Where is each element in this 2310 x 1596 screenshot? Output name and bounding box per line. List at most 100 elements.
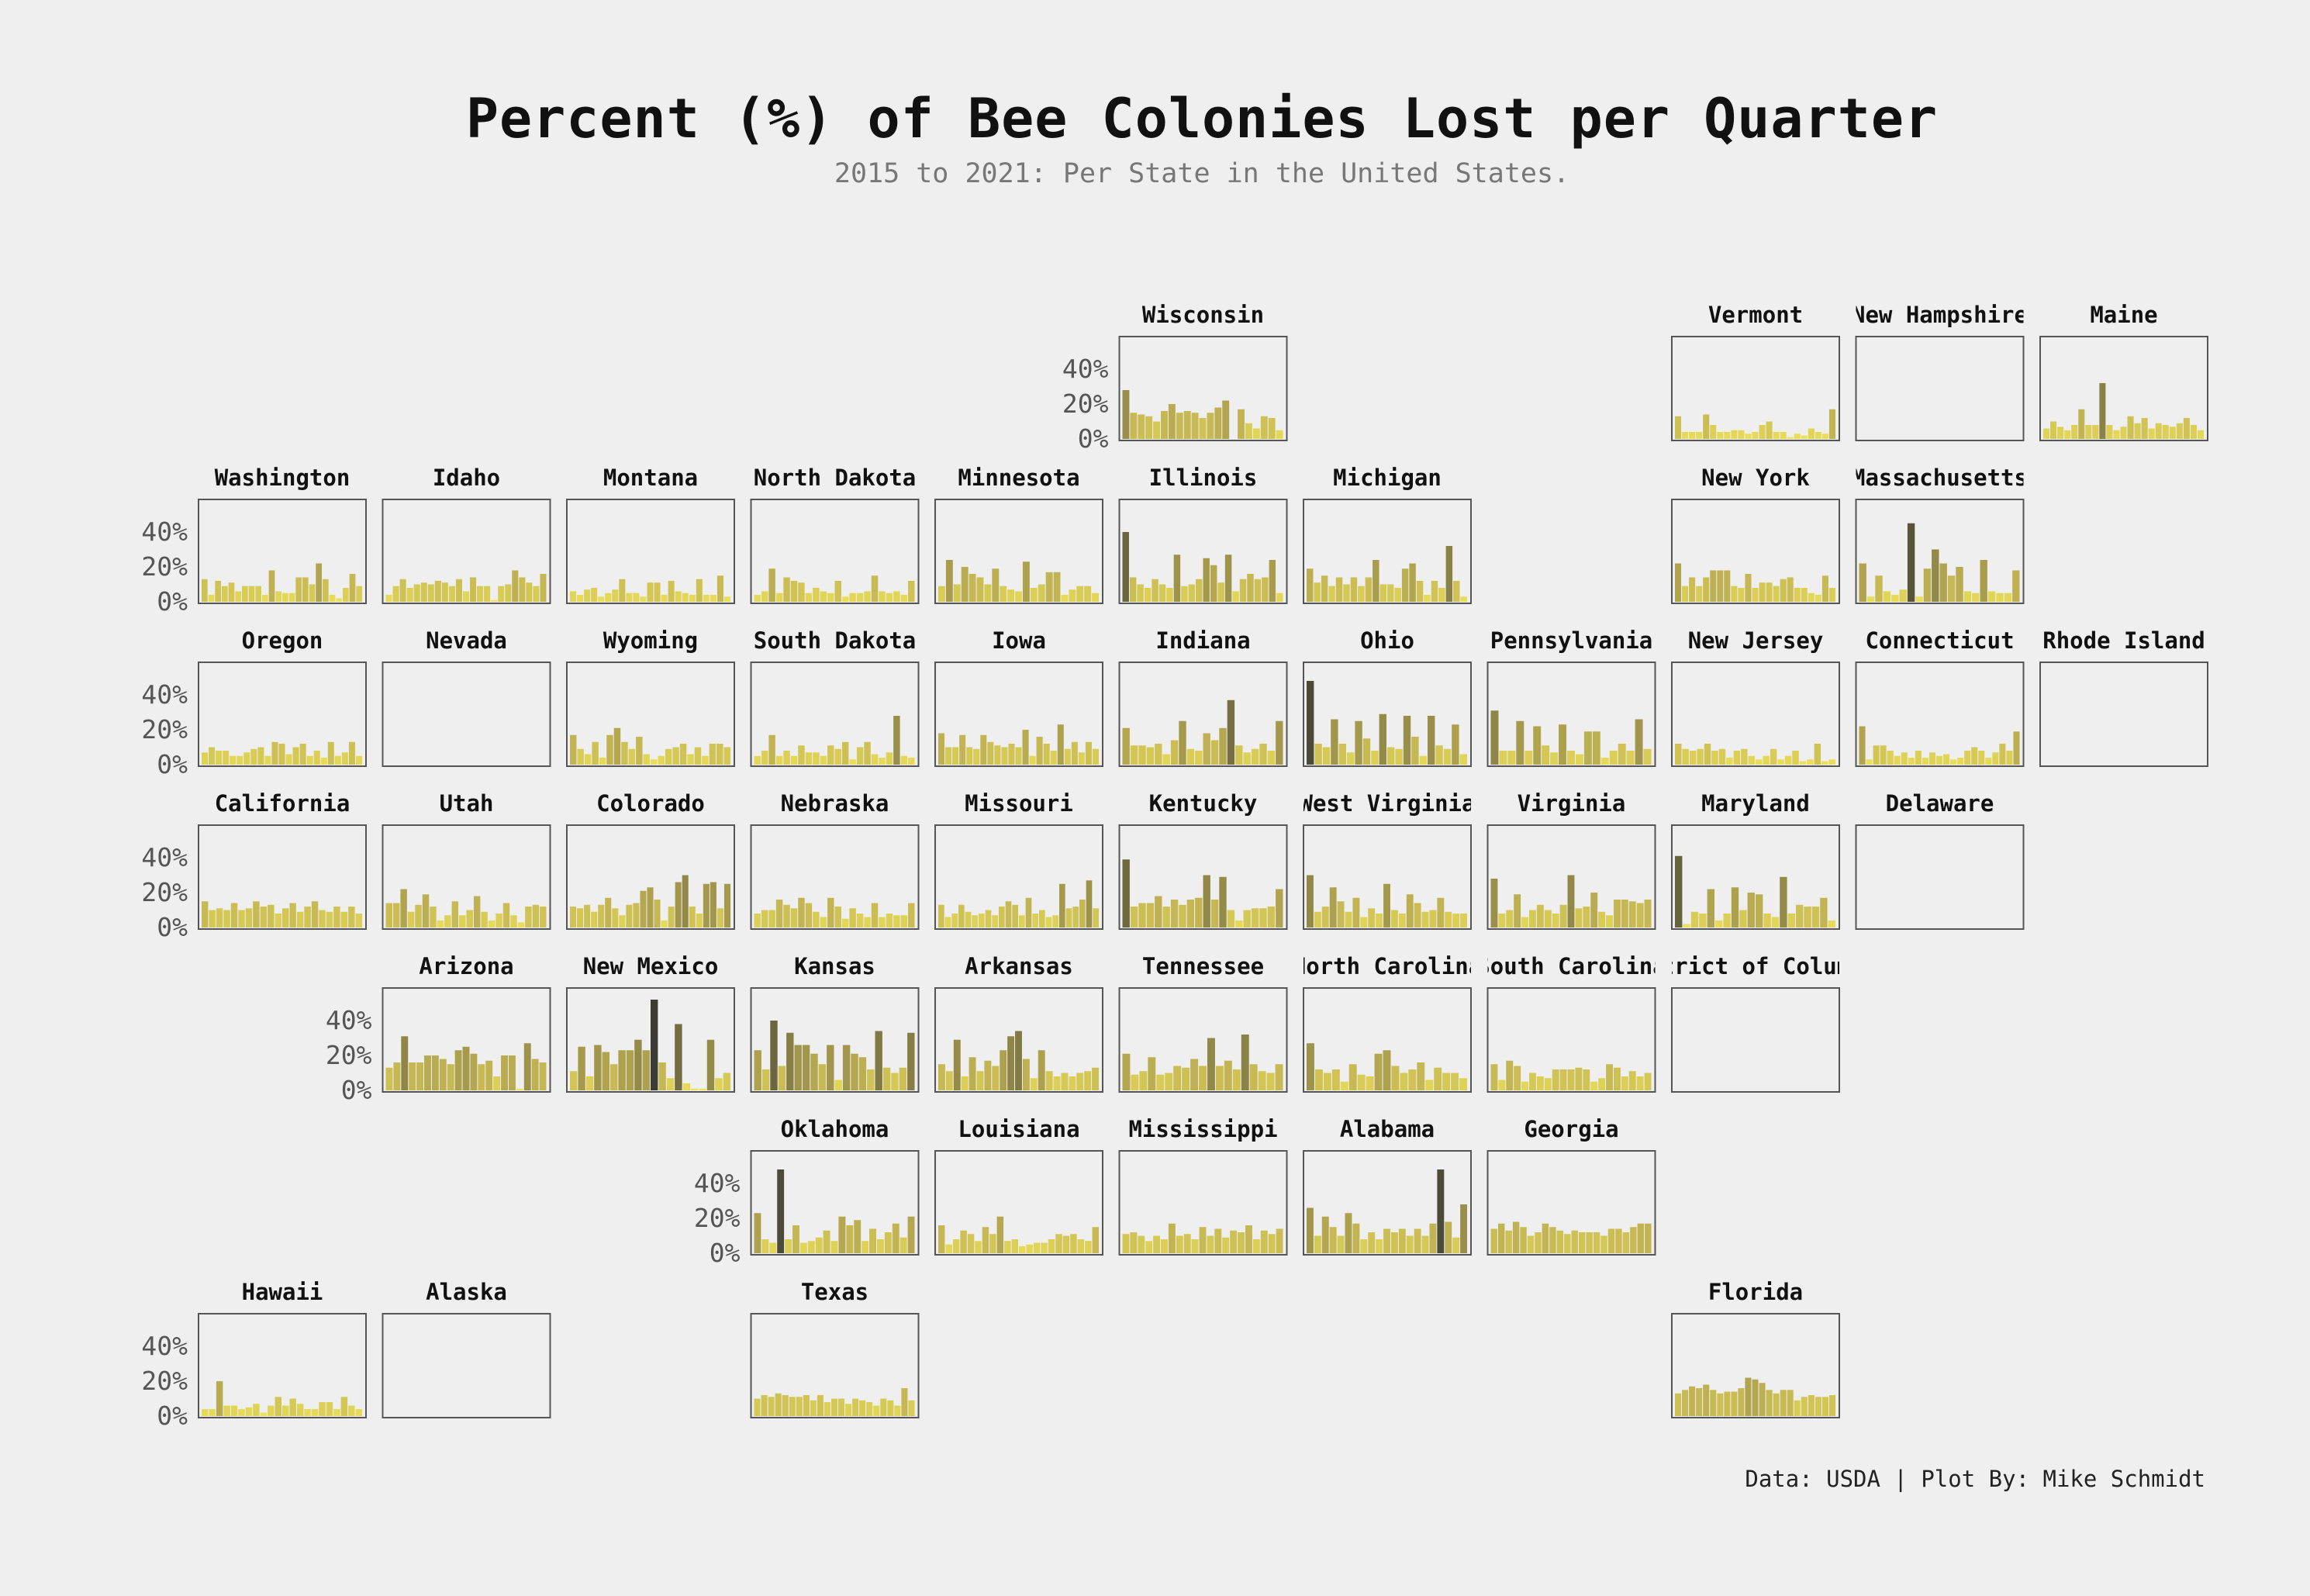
bar [1138,903,1146,928]
bar [658,755,665,765]
bar [849,592,856,602]
bar [952,1239,960,1253]
bar [288,592,295,602]
bar [768,1397,775,1416]
bar [1794,434,1801,439]
bar [945,1071,953,1090]
bar [311,901,319,928]
state-panel-california: California 0% 20% 40% [141,790,367,942]
bar [1162,754,1170,765]
bar [982,1227,989,1253]
bar [1575,908,1583,928]
bar [973,748,980,765]
bar [1086,880,1093,928]
bar [1276,720,1283,765]
bar [841,741,849,765]
bar [1731,586,1738,602]
bar [437,921,444,928]
bar [1033,1242,1041,1253]
bar [1907,523,1915,602]
y-tick-label: 0% [157,1401,188,1431]
bar [2085,425,2092,439]
bar [619,579,626,602]
bar [1552,1069,1559,1090]
bar [1358,586,1365,602]
bar [1130,907,1138,928]
state-label: North Carolina [1293,953,1482,979]
bar [501,1055,508,1090]
bar [1421,1235,1429,1253]
bar [807,1241,815,1253]
bar [770,1021,778,1090]
bar [1138,1235,1145,1253]
bar [1394,588,1401,602]
bar [621,741,628,765]
bar [1022,561,1030,602]
bar [1939,563,1947,602]
bar [761,1239,769,1253]
bar [341,752,348,765]
bar [813,752,820,765]
bar [1780,1390,1787,1416]
bar [790,908,798,928]
bar [1452,1237,1460,1253]
chart-caption: Data: USDA | Plot By: Mike Schmidt [1745,1466,2205,1492]
bar [1820,897,1828,928]
bar [1780,579,1787,602]
bar [1514,1066,1521,1090]
state-label: New Jersey [1688,627,1824,654]
bar [1923,568,1932,602]
bar [268,570,275,602]
bar [2155,423,2162,439]
bar [1808,592,1815,602]
bar [1314,744,1322,765]
bar [1168,404,1176,439]
bar [908,903,915,928]
panel-frame [750,662,920,767]
bar [1609,751,1618,765]
bar [694,747,702,765]
bar [675,882,682,928]
bar [1210,900,1219,928]
bar [264,755,271,765]
state-panel-oregon: Oregon 0% 20% 40% [141,627,367,779]
bar [775,900,783,928]
bar [1260,416,1268,439]
bar [2013,731,2020,765]
bar [2190,425,2197,439]
bar [790,581,798,602]
bar [462,1046,470,1090]
bar [1165,1073,1173,1090]
bar [1400,1073,1408,1090]
bar [451,901,459,928]
bar [248,586,255,602]
bar [216,1381,223,1416]
bar [1335,577,1343,602]
bar [834,907,841,928]
bar [1780,876,1787,928]
bar [1252,1239,1260,1253]
bar [643,754,650,765]
bar [1784,755,1792,765]
bar [1008,744,1015,765]
bar [454,1050,462,1090]
bar [775,755,783,765]
bar [1947,575,1956,602]
bar [871,903,879,928]
bar [1408,1069,1417,1090]
bar [994,745,1001,765]
bar [1682,586,1689,602]
bar [703,883,710,928]
bar [892,1223,899,1253]
bar [1199,1066,1207,1090]
bar [540,907,547,928]
bar [1773,586,1780,602]
bar [1025,897,1032,928]
bar [539,1062,547,1090]
bar [1092,748,1099,765]
bar [309,584,316,602]
bar [1158,584,1166,602]
bar [647,582,654,602]
bar [1203,733,1210,765]
state-panel-texas: Texas [750,1279,920,1418]
